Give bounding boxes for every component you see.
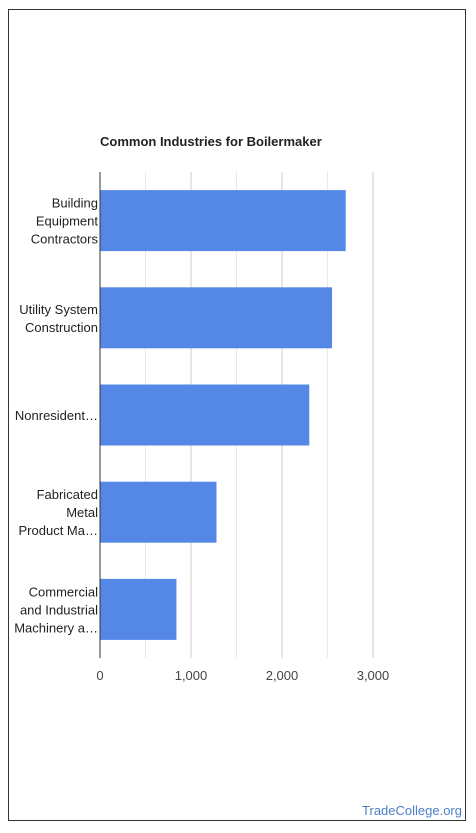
bar [100, 287, 333, 349]
category-label: Machinery a… [14, 620, 98, 635]
bar [100, 384, 310, 446]
x-tick-label: 3,000 [357, 668, 390, 683]
category-label: Nonresident… [15, 408, 98, 423]
category-label: Utility System [19, 302, 98, 317]
category-label: Metal [66, 505, 98, 520]
chart-title: Common Industries for Boilermaker [100, 134, 322, 149]
x-tick-label: 1,000 [175, 668, 208, 683]
category-label: Commercial [29, 584, 98, 599]
x-tick-label: 2,000 [266, 668, 299, 683]
bar [100, 578, 177, 640]
category-label: Construction [25, 320, 98, 335]
category-label: Fabricated [37, 487, 98, 502]
category-label: and Industrial [20, 602, 98, 617]
bar [100, 481, 217, 543]
category-label: Building [52, 196, 98, 211]
category-label: Product Ma… [19, 523, 98, 538]
category-label: Contractors [31, 232, 99, 247]
x-tick-label: 0 [96, 668, 103, 683]
bar [100, 190, 346, 252]
source-credit[interactable]: TradeCollege.org [362, 803, 462, 818]
category-label: Equipment [36, 214, 99, 229]
